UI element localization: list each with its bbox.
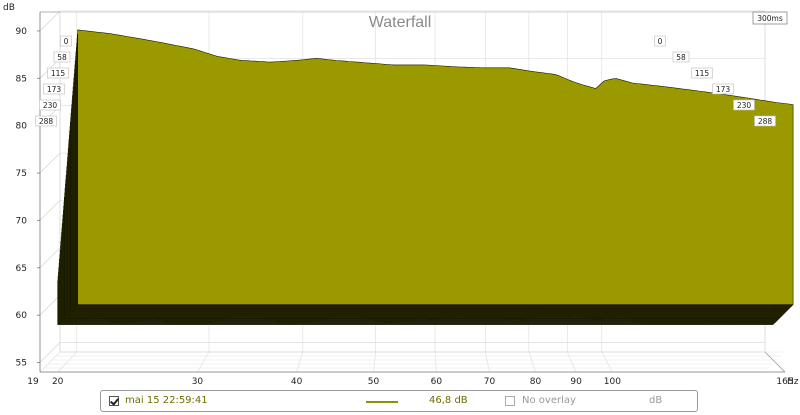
x-grid-floor	[566, 351, 577, 373]
time-tag-box-left	[53, 51, 71, 63]
time-tag-right: 173	[716, 85, 731, 94]
y-tick-label: 90	[16, 27, 28, 37]
time-tag-box-left	[43, 83, 65, 95]
y-axis-label: dB	[3, 3, 15, 13]
overlay-label: No overlay	[522, 395, 576, 406]
x-grid-floor	[296, 351, 304, 373]
time-tag-left: 115	[51, 69, 66, 78]
x-tick-label: 20	[52, 377, 64, 387]
time-tag-left: 58	[57, 53, 67, 62]
x-tick-label: 19	[27, 377, 39, 387]
time-tag-box-left	[35, 115, 57, 127]
time-axis-labels: 0 0 58 58 115 115 173 173 230 230 288 288	[35, 35, 776, 127]
time-tag-right: 58	[676, 53, 686, 62]
time-tag-right: 0	[658, 37, 663, 46]
time-tag-left: 288	[39, 117, 54, 126]
overlay-unit: dB	[649, 395, 663, 406]
x-tick-label: 100	[604, 377, 621, 387]
y-tick-label: 80	[16, 122, 28, 132]
x-grid-floor	[197, 351, 210, 373]
y-grid-side	[39, 200, 61, 221]
y-tick-label: 85	[16, 74, 27, 84]
entry-value: 46,8 dB	[429, 395, 468, 406]
x-tick-label: 165	[776, 377, 793, 387]
time-tag-box-right	[733, 99, 755, 111]
entry-line-swatch	[366, 401, 398, 403]
overlay-checkbox[interactable]	[505, 396, 515, 406]
y-grid-side	[39, 152, 61, 174]
x-tick-label: 80	[530, 377, 542, 387]
y-tick-label: 70	[16, 216, 28, 226]
time-tag-box-left	[39, 99, 61, 111]
x-grid-floor	[484, 351, 490, 373]
x-grid-floor	[528, 351, 536, 373]
y-axis-tick-labels: 55 60 65 70 75 80 85 90	[16, 27, 40, 369]
y-tick-label: 55	[16, 359, 27, 369]
time-tag-box-right	[754, 115, 776, 127]
y-tick-label: 75	[16, 169, 27, 179]
x-grid-floor	[601, 351, 613, 373]
time-tag-left: 0	[64, 37, 69, 46]
time-label: 300ms	[757, 14, 783, 23]
y-tick-label: 65	[16, 264, 27, 274]
frame-edge	[764, 351, 786, 373]
time-tag-left: 230	[43, 101, 58, 110]
time-tag-box-right	[691, 67, 713, 79]
time-tag-left: 173	[47, 85, 62, 94]
time-label-box	[752, 11, 788, 25]
time-tag-box-right	[672, 51, 690, 63]
x-tick-label: 70	[484, 377, 496, 387]
time-tag-right: 230	[737, 101, 752, 110]
x-tick-label: 60	[431, 377, 443, 387]
chart-title: Waterfall	[369, 14, 432, 31]
entry-label: mai 15 22:59:41	[125, 395, 208, 406]
legend-bar: mai 15 22:59:41 46,8 dB No overlay dB	[100, 390, 698, 412]
waterfall-surface	[57, 29, 794, 325]
x-tick-label: 90	[570, 377, 582, 387]
time-tag-box-right	[654, 35, 666, 47]
y-grid-side	[39, 294, 61, 316]
x-tick-label: 50	[368, 377, 380, 387]
time-tag-box-left	[47, 67, 69, 79]
plot-frame-front	[39, 11, 786, 373]
x-grid-floor	[57, 351, 77, 373]
x-grid-floor	[39, 351, 61, 373]
x-tick-label: 40	[291, 377, 303, 387]
y-grid-side	[39, 10, 61, 32]
time-tag-box-left	[60, 35, 72, 47]
x-axis-unit: Hz	[787, 377, 799, 387]
x-grid-floor	[434, 351, 437, 373]
time-tag-right: 288	[758, 117, 773, 126]
y-tick-label: 60	[16, 311, 28, 321]
time-tag-box-right	[712, 83, 734, 95]
entry-checkbox[interactable]	[109, 396, 119, 406]
y-grid-side	[39, 247, 61, 269]
time-tag-right: 115	[695, 69, 710, 78]
waterfall-slice	[77, 29, 794, 305]
y-grid-side	[39, 342, 61, 363]
x-grid-floor	[373, 351, 376, 373]
x-axis-tick-labels: 19 20 30 40 50 60 70 80 90 100 165	[27, 377, 793, 387]
x-tick-label: 30	[192, 377, 204, 387]
